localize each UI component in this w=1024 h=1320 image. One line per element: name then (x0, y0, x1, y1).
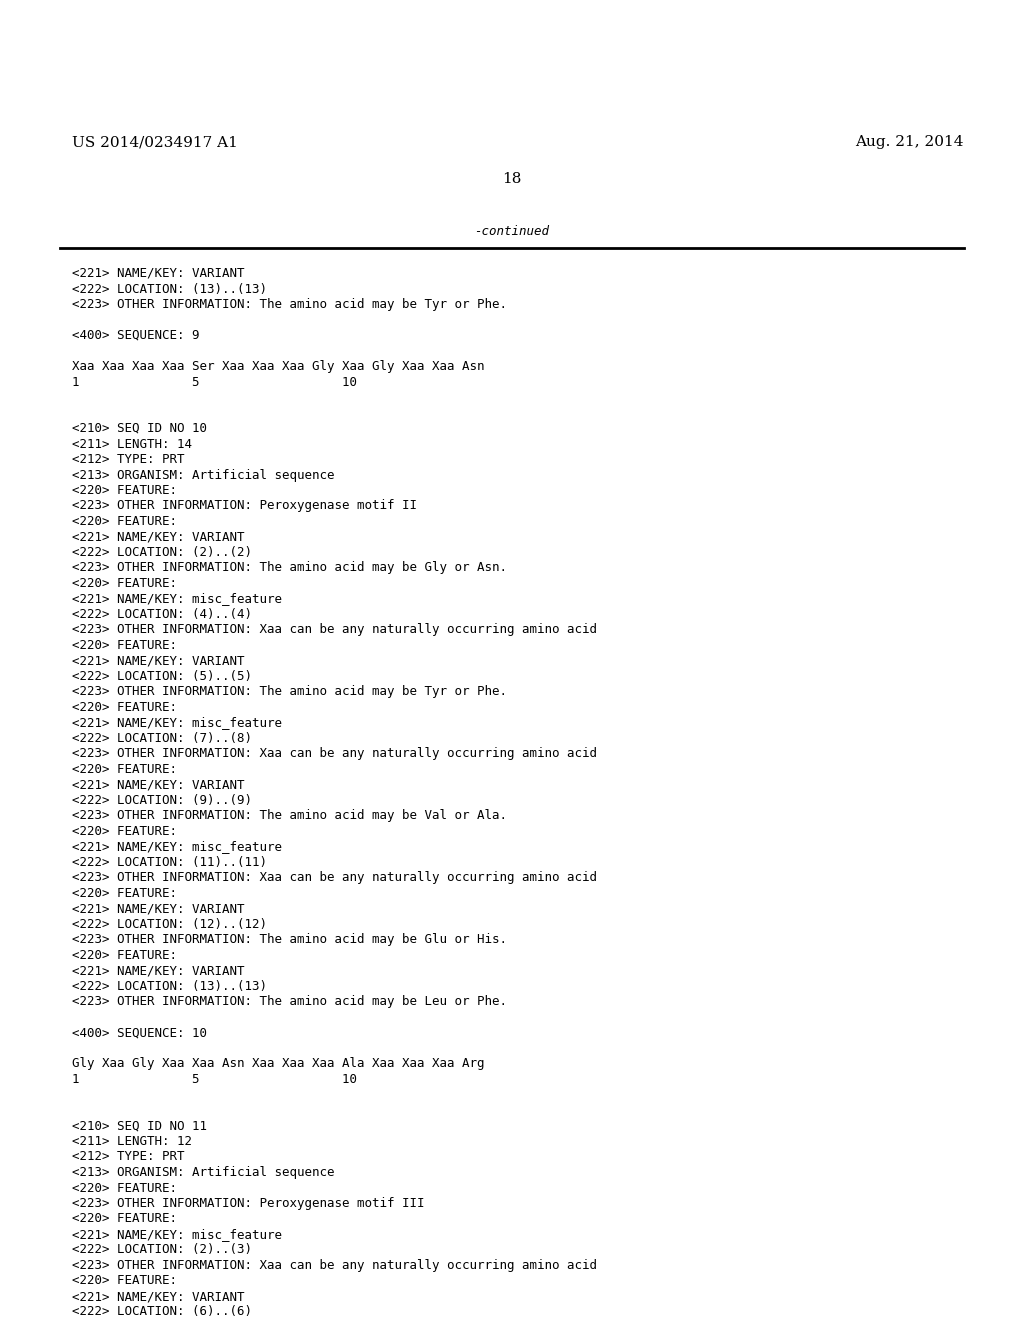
Text: <400> SEQUENCE: 9: <400> SEQUENCE: 9 (72, 329, 200, 342)
Text: <222> LOCATION: (12)..(12): <222> LOCATION: (12)..(12) (72, 917, 267, 931)
Text: <221> NAME/KEY: misc_feature: <221> NAME/KEY: misc_feature (72, 841, 282, 854)
Text: <221> NAME/KEY: misc_feature: <221> NAME/KEY: misc_feature (72, 1228, 282, 1241)
Text: <221> NAME/KEY: misc_feature: <221> NAME/KEY: misc_feature (72, 593, 282, 606)
Text: <223> OTHER INFORMATION: Xaa can be any naturally occurring amino acid: <223> OTHER INFORMATION: Xaa can be any … (72, 623, 597, 636)
Text: <212> TYPE: PRT: <212> TYPE: PRT (72, 1151, 184, 1163)
Text: <223> OTHER INFORMATION: Peroxygenase motif II: <223> OTHER INFORMATION: Peroxygenase mo… (72, 499, 417, 512)
Text: Xaa Xaa Xaa Xaa Ser Xaa Xaa Xaa Gly Xaa Gly Xaa Xaa Asn: Xaa Xaa Xaa Xaa Ser Xaa Xaa Xaa Gly Xaa … (72, 360, 484, 374)
Text: <223> OTHER INFORMATION: The amino acid may be Glu or His.: <223> OTHER INFORMATION: The amino acid … (72, 933, 507, 946)
Text: <213> ORGANISM: Artificial sequence: <213> ORGANISM: Artificial sequence (72, 469, 335, 482)
Text: <220> FEATURE:: <220> FEATURE: (72, 1275, 177, 1287)
Text: <220> FEATURE:: <220> FEATURE: (72, 1213, 177, 1225)
Text: <210> SEQ ID NO 11: <210> SEQ ID NO 11 (72, 1119, 207, 1133)
Text: <220> FEATURE:: <220> FEATURE: (72, 1181, 177, 1195)
Text: <222> LOCATION: (2)..(3): <222> LOCATION: (2)..(3) (72, 1243, 252, 1257)
Text: <222> LOCATION: (4)..(4): <222> LOCATION: (4)..(4) (72, 609, 252, 620)
Text: 1               5                   10: 1 5 10 (72, 1073, 357, 1086)
Text: <220> FEATURE:: <220> FEATURE: (72, 639, 177, 652)
Text: <223> OTHER INFORMATION: The amino acid may be Leu or Phe.: <223> OTHER INFORMATION: The amino acid … (72, 995, 507, 1008)
Text: US 2014/0234917 A1: US 2014/0234917 A1 (72, 135, 238, 149)
Text: <221> NAME/KEY: VARIANT: <221> NAME/KEY: VARIANT (72, 1290, 245, 1303)
Text: <223> OTHER INFORMATION: The amino acid may be Tyr or Phe.: <223> OTHER INFORMATION: The amino acid … (72, 685, 507, 698)
Text: <210> SEQ ID NO 10: <210> SEQ ID NO 10 (72, 422, 207, 436)
Text: <220> FEATURE:: <220> FEATURE: (72, 515, 177, 528)
Text: <223> OTHER INFORMATION: The amino acid may be Gly or Asn.: <223> OTHER INFORMATION: The amino acid … (72, 561, 507, 574)
Text: <220> FEATURE:: <220> FEATURE: (72, 701, 177, 714)
Text: <221> NAME/KEY: misc_feature: <221> NAME/KEY: misc_feature (72, 717, 282, 730)
Text: <222> LOCATION: (6)..(6): <222> LOCATION: (6)..(6) (72, 1305, 252, 1319)
Text: <223> OTHER INFORMATION: Peroxygenase motif III: <223> OTHER INFORMATION: Peroxygenase mo… (72, 1197, 425, 1210)
Text: <222> LOCATION: (2)..(2): <222> LOCATION: (2)..(2) (72, 546, 252, 558)
Text: <222> LOCATION: (5)..(5): <222> LOCATION: (5)..(5) (72, 671, 252, 682)
Text: <400> SEQUENCE: 10: <400> SEQUENCE: 10 (72, 1027, 207, 1040)
Text: <221> NAME/KEY: VARIANT: <221> NAME/KEY: VARIANT (72, 655, 245, 668)
Text: <221> NAME/KEY: VARIANT: <221> NAME/KEY: VARIANT (72, 531, 245, 544)
Text: <213> ORGANISM: Artificial sequence: <213> ORGANISM: Artificial sequence (72, 1166, 335, 1179)
Text: -continued: -continued (474, 224, 550, 238)
Text: <222> LOCATION: (13)..(13): <222> LOCATION: (13)..(13) (72, 979, 267, 993)
Text: Gly Xaa Gly Xaa Xaa Asn Xaa Xaa Xaa Ala Xaa Xaa Xaa Arg: Gly Xaa Gly Xaa Xaa Asn Xaa Xaa Xaa Ala … (72, 1057, 484, 1071)
Text: 18: 18 (503, 172, 521, 186)
Text: <222> LOCATION: (11)..(11): <222> LOCATION: (11)..(11) (72, 855, 267, 869)
Text: <220> FEATURE:: <220> FEATURE: (72, 949, 177, 962)
Text: 1               5                   10: 1 5 10 (72, 375, 357, 388)
Text: <212> TYPE: PRT: <212> TYPE: PRT (72, 453, 184, 466)
Text: <223> OTHER INFORMATION: The amino acid may be Tyr or Phe.: <223> OTHER INFORMATION: The amino acid … (72, 298, 507, 312)
Text: <220> FEATURE:: <220> FEATURE: (72, 825, 177, 838)
Text: <220> FEATURE:: <220> FEATURE: (72, 484, 177, 498)
Text: <220> FEATURE:: <220> FEATURE: (72, 577, 177, 590)
Text: <220> FEATURE:: <220> FEATURE: (72, 887, 177, 900)
Text: <223> OTHER INFORMATION: The amino acid may be Val or Ala.: <223> OTHER INFORMATION: The amino acid … (72, 809, 507, 822)
Text: <223> OTHER INFORMATION: Xaa can be any naturally occurring amino acid: <223> OTHER INFORMATION: Xaa can be any … (72, 871, 597, 884)
Text: <221> NAME/KEY: VARIANT: <221> NAME/KEY: VARIANT (72, 903, 245, 916)
Text: <221> NAME/KEY: VARIANT: <221> NAME/KEY: VARIANT (72, 267, 245, 280)
Text: <220> FEATURE:: <220> FEATURE: (72, 763, 177, 776)
Text: <222> LOCATION: (7)..(8): <222> LOCATION: (7)..(8) (72, 733, 252, 744)
Text: <223> OTHER INFORMATION: Xaa can be any naturally occurring amino acid: <223> OTHER INFORMATION: Xaa can be any … (72, 747, 597, 760)
Text: <211> LENGTH: 12: <211> LENGTH: 12 (72, 1135, 193, 1148)
Text: <222> LOCATION: (13)..(13): <222> LOCATION: (13)..(13) (72, 282, 267, 296)
Text: Aug. 21, 2014: Aug. 21, 2014 (855, 135, 964, 149)
Text: <222> LOCATION: (9)..(9): <222> LOCATION: (9)..(9) (72, 795, 252, 807)
Text: <223> OTHER INFORMATION: Xaa can be any naturally occurring amino acid: <223> OTHER INFORMATION: Xaa can be any … (72, 1259, 597, 1272)
Text: <211> LENGTH: 14: <211> LENGTH: 14 (72, 437, 193, 450)
Text: <221> NAME/KEY: VARIANT: <221> NAME/KEY: VARIANT (72, 965, 245, 978)
Text: <221> NAME/KEY: VARIANT: <221> NAME/KEY: VARIANT (72, 779, 245, 792)
